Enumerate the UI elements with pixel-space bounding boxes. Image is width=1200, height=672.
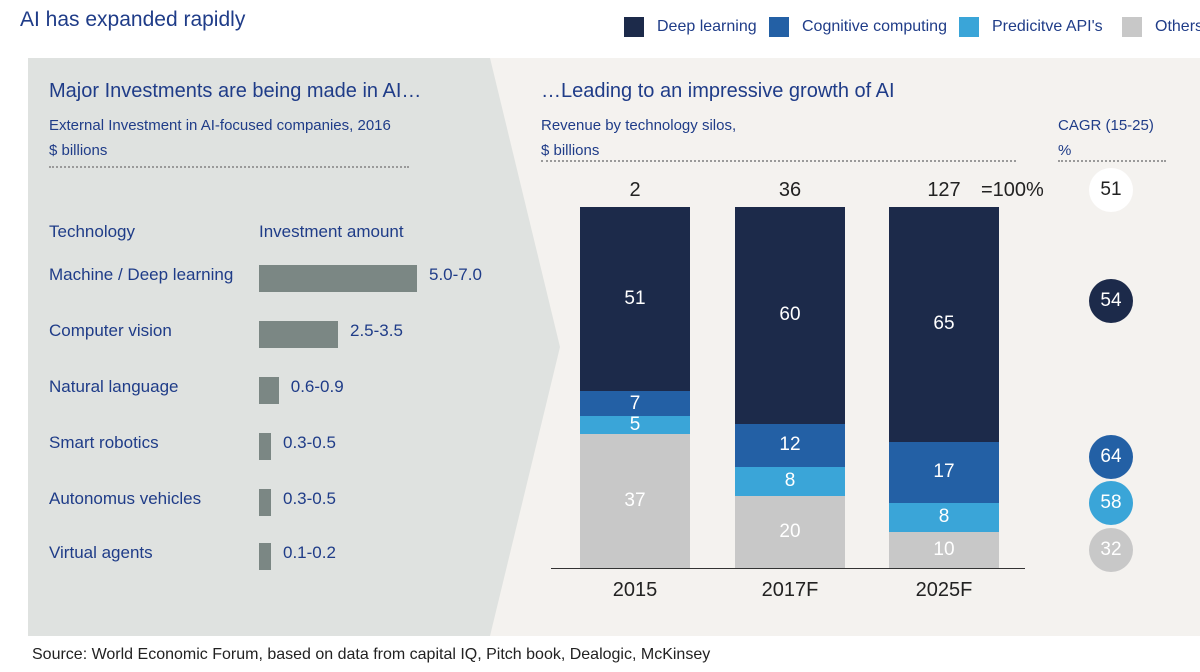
legend-label: Others — [1155, 18, 1200, 35]
technology-label: Computer vision — [49, 321, 172, 340]
legend-label: Cognitive computing — [802, 18, 947, 35]
segment-value-label: 37 — [624, 490, 646, 512]
x-axis-line — [551, 568, 1025, 569]
segment-value-label: 17 — [933, 461, 955, 483]
investment-value-label: 2.5-3.5 — [350, 321, 403, 340]
segment-value-label: 60 — [779, 304, 801, 326]
investment-bar — [259, 543, 271, 570]
investment-bar — [259, 265, 417, 292]
segment-value-label: 7 — [629, 392, 641, 414]
stacked-bar-segment: 65 — [889, 207, 999, 442]
stacked-bar-segment: 20 — [735, 495, 845, 568]
source-note: Source: World Economic Forum, based on d… — [32, 646, 711, 663]
cagr-badge: 64 — [1089, 435, 1133, 479]
right-unit: $ billions — [541, 142, 600, 159]
investment-value-label: 0.1-0.2 — [283, 543, 336, 562]
segment-value-label: 51 — [624, 288, 646, 310]
cagr-badge: 32 — [1089, 528, 1133, 572]
stacked-bar-segment: 7 — [580, 391, 690, 417]
segment-value-label: 8 — [938, 506, 950, 528]
page-title: AI has expanded rapidly — [20, 8, 246, 31]
column-header-investment-amount: Investment amount — [259, 222, 404, 241]
investment-bar — [259, 321, 338, 348]
segment-value-label: 8 — [784, 470, 796, 492]
legend-item: Predicitve API's — [959, 17, 1103, 37]
stacked-bar-segment: 8 — [735, 466, 845, 496]
left-divider — [49, 166, 409, 168]
investment-bar — [259, 433, 271, 460]
cagr-unit: % — [1058, 142, 1072, 159]
cagr-badge: 51 — [1089, 168, 1133, 212]
stacked-bar-segment: 12 — [735, 423, 845, 467]
legend-swatch — [1122, 17, 1142, 37]
segment-value-label: 5 — [629, 414, 641, 436]
investment-bar — [259, 489, 271, 516]
cagr-divider — [1058, 160, 1166, 162]
x-tick-label: 2015 — [612, 579, 658, 601]
cagr-badge: 58 — [1089, 481, 1133, 525]
legend-item: Cognitive computing — [769, 17, 947, 37]
legend-label: Predicitve API's — [992, 18, 1103, 35]
stacked-bar-segment: 10 — [889, 531, 999, 568]
technology-label: Smart robotics — [49, 433, 159, 452]
bar-total-label: 127 — [927, 179, 961, 201]
bar-total-label: 36 — [778, 179, 802, 201]
investment-value-label: 5.0-7.0 — [429, 265, 482, 284]
cagr-heading: CAGR (15-25) — [1058, 117, 1154, 134]
legend-swatch — [959, 17, 979, 37]
segment-value-label: 65 — [933, 313, 955, 335]
segment-value-label: 10 — [933, 538, 955, 560]
segment-value-label: 12 — [779, 434, 801, 456]
legend-swatch — [624, 17, 644, 37]
investment-value-label: 0.3-0.5 — [283, 489, 336, 508]
right-heading: …Leading to an impressive growth of AI — [541, 80, 895, 102]
technology-label: Autonomus vehicles — [49, 489, 202, 508]
technology-label: Virtual agents — [49, 543, 153, 562]
stacked-bar-segment: 8 — [889, 503, 999, 532]
segment-value-label: 20 — [779, 520, 801, 542]
investment-value-label: 0.6-0.9 — [290, 377, 344, 396]
chart-legend: Deep learning Cognitive computing Predicit… — [600, 17, 1200, 39]
cagr-badge: 54 — [1089, 279, 1133, 323]
right-divider — [541, 160, 1016, 162]
stacked-bar-segment: 5 — [580, 414, 690, 436]
stacked-bar-segment: 37 — [580, 434, 690, 568]
legend-item: Deep learning — [624, 17, 757, 37]
left-subheading: External Investment in AI-focused compan… — [49, 117, 391, 134]
legend-item: Others — [1122, 17, 1200, 37]
legend-label: Deep learning — [657, 18, 757, 35]
stacked-bar-segment: 17 — [889, 441, 999, 503]
technology-label: Natural language — [49, 377, 179, 396]
legend-swatch — [769, 17, 789, 37]
left-heading: Major Investments are being made in AI… — [49, 80, 422, 102]
technology-label: Machine / Deep learning — [49, 265, 234, 284]
bar-total-label: 2 — [629, 179, 641, 201]
hundred-percent-label: =100% — [981, 179, 1044, 201]
x-tick-label: 2025F — [915, 579, 973, 601]
stacked-bar-segment: 60 — [735, 207, 845, 424]
left-unit: $ billions — [49, 142, 108, 159]
x-tick-label: 2017F — [761, 579, 819, 601]
stacked-bar-segment: 51 — [580, 207, 690, 392]
right-subheading: Revenue by technology silos, — [541, 117, 737, 134]
investment-value-label: 0.3-0.5 — [283, 433, 336, 452]
investment-bar — [259, 377, 279, 404]
column-header-technology: Technology — [49, 222, 136, 241]
